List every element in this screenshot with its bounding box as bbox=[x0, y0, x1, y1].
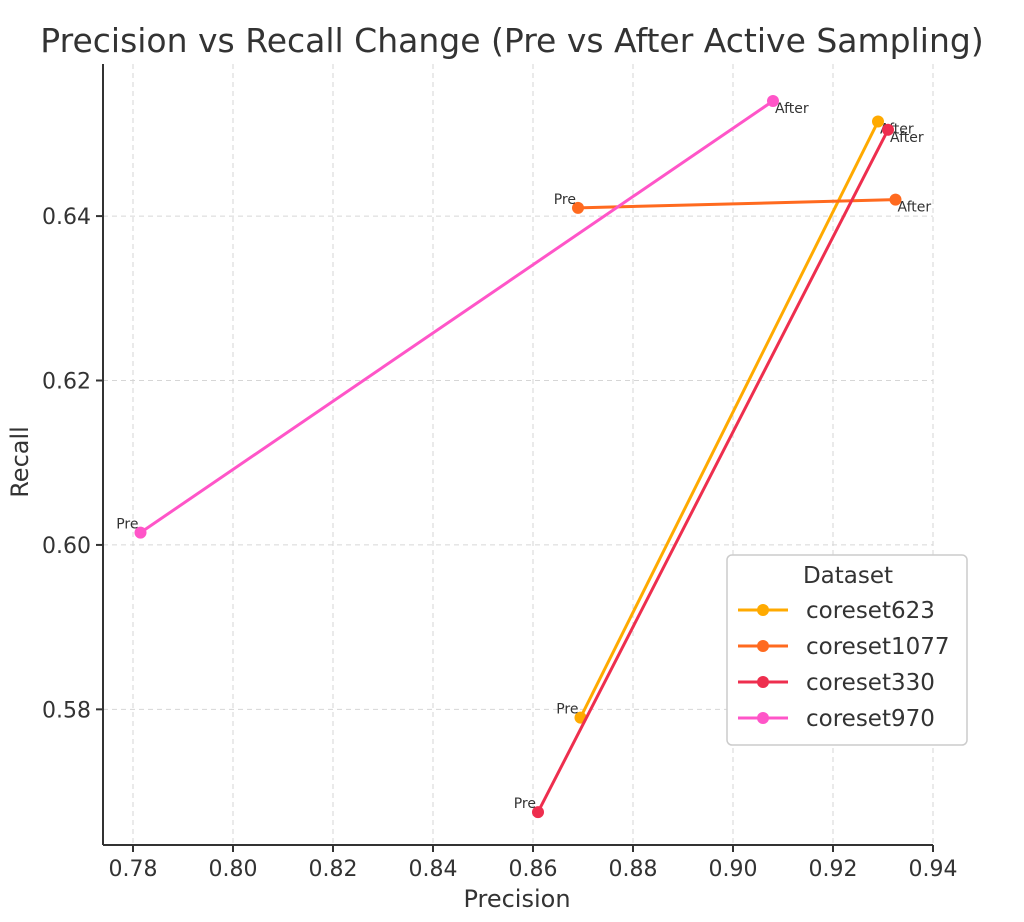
legend-swatch-marker bbox=[757, 676, 769, 688]
legend-label: coreset970 bbox=[806, 706, 935, 732]
point-label: After bbox=[898, 200, 932, 216]
x-tick-label: 0.78 bbox=[109, 857, 158, 882]
series-line bbox=[579, 120, 880, 719]
data-point bbox=[889, 193, 902, 206]
legend-title: Dataset bbox=[803, 563, 893, 589]
series-line bbox=[577, 198, 896, 210]
legend-swatch-marker bbox=[757, 712, 769, 724]
data-point bbox=[134, 526, 147, 539]
data-point bbox=[572, 201, 584, 214]
series-line bbox=[536, 129, 890, 813]
data-point bbox=[882, 123, 894, 136]
x-tick-label: 0.84 bbox=[409, 857, 458, 882]
legend-swatch-marker bbox=[757, 640, 769, 652]
point-label: Pre bbox=[554, 192, 576, 208]
legend-label: coreset623 bbox=[806, 598, 935, 624]
y-tick-label: 0.58 bbox=[42, 698, 91, 723]
x-tick-label: 0.82 bbox=[309, 857, 358, 882]
data-point bbox=[872, 115, 884, 128]
x-tick-label: 0.86 bbox=[509, 857, 558, 882]
x-axis-label: Precision bbox=[463, 885, 570, 913]
y-tick-label: 0.64 bbox=[42, 205, 91, 230]
series-coreset1077: Pre After bbox=[554, 192, 932, 216]
x-tick-label: 0.90 bbox=[709, 857, 758, 882]
point-label: Pre bbox=[116, 517, 138, 533]
legend-item-coreset330: coreset330 bbox=[738, 670, 935, 696]
x-tick-label: 0.92 bbox=[809, 857, 858, 882]
x-tick-label: 0.80 bbox=[209, 857, 258, 882]
point-label: After bbox=[890, 130, 924, 146]
data-point bbox=[532, 806, 544, 819]
y-axis-label: Recall bbox=[6, 426, 34, 498]
legend-box bbox=[726, 554, 968, 746]
point-label: After bbox=[775, 101, 809, 117]
legend-label: coreset330 bbox=[806, 670, 935, 696]
y-tick-label: 0.60 bbox=[42, 534, 91, 559]
series-coreset970: Pre After bbox=[116, 94, 809, 539]
legend-label: coreset1077 bbox=[806, 634, 950, 660]
legend-item-coreset970: coreset970 bbox=[738, 706, 935, 732]
series-coreset330: Pre After bbox=[514, 123, 924, 819]
x-tick-label: 0.88 bbox=[609, 857, 658, 882]
chart-title: Precision vs Recall Change (Pre vs After… bbox=[40, 21, 983, 60]
legend-item-coreset623: coreset623 bbox=[738, 598, 935, 624]
x-tick-label: 0.94 bbox=[909, 857, 958, 882]
legend-swatch-marker bbox=[757, 604, 769, 616]
legend: Dataset coreset623 coreset1077 coreset330 co… bbox=[726, 554, 968, 746]
grid bbox=[103, 64, 934, 845]
axes: 0.78 0.80 0.82 0.84 0.86 0.88 0.90 0.92 0.94 0.58… bbox=[42, 64, 957, 882]
point-label: Pre bbox=[514, 796, 536, 812]
data-point bbox=[767, 94, 779, 107]
y-tick-label: 0.62 bbox=[42, 370, 91, 395]
series-line bbox=[139, 99, 774, 534]
point-label: Pre bbox=[556, 702, 578, 718]
legend-item-coreset1077: coreset1077 bbox=[738, 634, 950, 660]
